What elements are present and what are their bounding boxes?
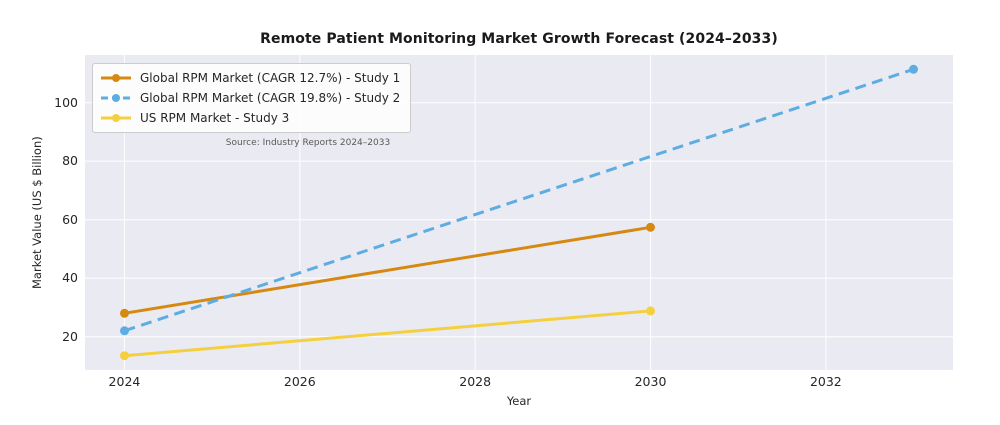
x-axis-label: Year xyxy=(506,394,532,408)
data-point-marker xyxy=(120,351,129,361)
y-tick-label: 40 xyxy=(62,270,78,286)
plot-area: Global RPM Market (CAGR 12.7%) - Study 1… xyxy=(85,55,953,370)
data-point-marker xyxy=(120,326,129,336)
x-tick-label: 2028 xyxy=(459,374,492,389)
series-line-2 xyxy=(124,67,914,333)
chart-title: Remote Patient Monitoring Market Growth … xyxy=(260,31,778,47)
series-line-1 xyxy=(124,225,651,315)
legend-item-study1: Global RPM Market (CAGR 12.7%) - Study 1 xyxy=(100,68,400,88)
x-tick-label: 2032 xyxy=(809,374,842,389)
legend-item-study2: Global RPM Market (CAGR 19.8%) - Study 2 xyxy=(100,88,400,108)
data-point-marker xyxy=(120,308,129,318)
legend-swatch-study2-icon xyxy=(101,94,131,102)
data-point-marker xyxy=(909,64,918,74)
chart-canvas xyxy=(85,55,953,370)
legend-label-study2: Global RPM Market (CAGR 19.8%) - Study 2 xyxy=(140,91,401,105)
source-annotation: Source: Industry Reports 2024–2033 xyxy=(225,138,391,148)
legend-label-study3: US RPM Market - Study 3 xyxy=(140,111,290,125)
y-tick-label: 60 xyxy=(62,211,78,227)
legend-item-study3: US RPM Market - Study 3 xyxy=(100,108,400,128)
y-tick-label: 80 xyxy=(62,153,78,169)
x-tick-label: 2026 xyxy=(283,374,316,389)
x-tick-label: 2024 xyxy=(108,374,141,389)
legend-swatch-study1-icon xyxy=(101,74,131,82)
series-line-3 xyxy=(124,309,651,358)
data-point-marker xyxy=(646,222,655,232)
y-tick-label: 100 xyxy=(54,94,78,110)
legend: Global RPM Market (CAGR 12.7%) - Study 1… xyxy=(92,63,412,133)
legend-swatch-study3-icon xyxy=(101,114,131,122)
legend-label-study1: Global RPM Market (CAGR 12.7%) - Study 1 xyxy=(140,71,401,85)
y-tick-label: 20 xyxy=(62,328,78,344)
x-tick-label: 2030 xyxy=(634,374,667,389)
data-point-marker xyxy=(646,306,655,316)
